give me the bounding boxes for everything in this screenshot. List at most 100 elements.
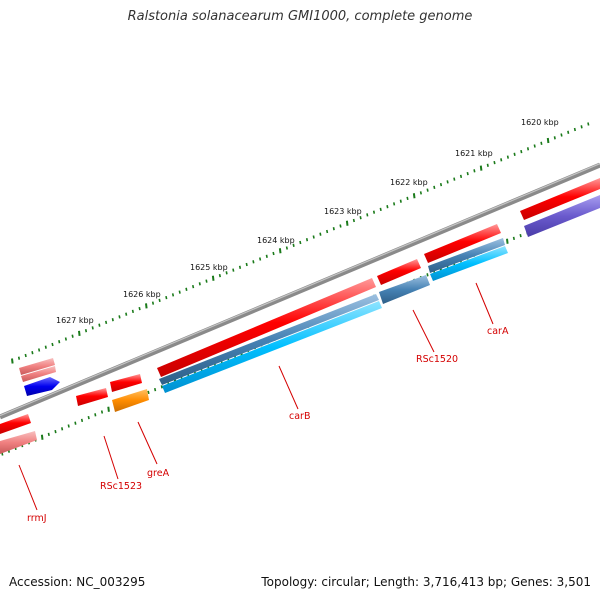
cds-feature: [19, 358, 55, 375]
minor-tick: [352, 218, 355, 223]
minor-tick: [154, 387, 157, 392]
minor-tick: [91, 326, 94, 330]
minor-tick: [232, 268, 235, 272]
gene-label-carA: carA: [487, 326, 509, 337]
minor-tick: [520, 149, 523, 154]
minor-tick: [131, 309, 134, 314]
minor-tick: [426, 188, 429, 192]
leader-line: [475, 282, 494, 325]
minor-tick: [38, 348, 41, 352]
minor-tick: [386, 205, 389, 209]
minor-tick: [513, 152, 516, 156]
cds-feature: [159, 294, 379, 385]
gene-features: [0, 178, 600, 454]
minor-tick: [533, 144, 536, 148]
minor-tick: [192, 284, 195, 289]
minor-tick: [252, 260, 255, 264]
gene-label-carB: carB: [289, 411, 310, 422]
minor-tick: [98, 323, 101, 327]
minor-tick: [519, 233, 522, 238]
minor-tick: [100, 410, 104, 414]
gene-feature: [110, 374, 142, 392]
leader-line: [18, 464, 38, 511]
minor-tick: [31, 351, 34, 355]
gene-feature: [520, 178, 600, 220]
minor-tick: [178, 290, 181, 294]
minor-tick: [111, 318, 114, 322]
minor-tick: [473, 169, 476, 173]
scale-label-1625: 1625 kbp: [190, 263, 228, 272]
minor-tick: [87, 415, 90, 420]
gene-label-rrmJ: rrmJ: [27, 513, 47, 524]
topology-summary: Topology: circular; Length: 3,716,413 bp…: [261, 575, 591, 589]
minor-tick: [64, 337, 67, 341]
scale-label-1620: 1620 kbp: [521, 118, 559, 127]
minor-tick: [299, 240, 302, 245]
minor-tick: [393, 202, 396, 206]
genome-backbone: [0, 162, 600, 420]
minor-tick: [419, 191, 422, 195]
minor-tick: [553, 136, 556, 140]
major-tick: [506, 238, 509, 244]
cds-feature: [430, 246, 508, 281]
major-tick: [479, 165, 483, 171]
minor-tick: [512, 236, 515, 241]
minor-tick: [245, 262, 248, 267]
minor-tick: [71, 334, 74, 338]
major-tick: [40, 434, 44, 440]
gene-feature: [424, 224, 501, 263]
minor-tick: [506, 155, 509, 159]
minor-tick: [74, 421, 77, 425]
leader-line: [137, 421, 158, 465]
minor-tick: [459, 174, 463, 179]
minor-tick: [560, 133, 563, 137]
label-leaders: [18, 282, 494, 511]
scale-label-1622: 1622 kbp: [390, 178, 428, 187]
major-tick: [145, 303, 148, 309]
minor-tick: [185, 287, 188, 291]
minor-tick: [158, 298, 161, 303]
scale-label-1627: 1627 kbp: [56, 316, 94, 325]
minor-tick: [587, 122, 590, 126]
minor-tick: [265, 254, 268, 258]
minor-tick: [225, 271, 228, 275]
minor-tick: [453, 177, 456, 181]
minor-tick: [372, 210, 376, 214]
minor-tick: [80, 418, 84, 423]
minor-tick: [573, 127, 576, 132]
minor-tick: [58, 340, 61, 344]
gene-label-RSc1523: RSc1523: [100, 481, 142, 492]
leader-line: [103, 435, 119, 480]
gene-feature: [76, 388, 108, 406]
cds-feature: [24, 377, 60, 396]
major-tick: [107, 406, 110, 412]
minor-tick: [399, 199, 402, 203]
minor-tick: [319, 232, 322, 236]
major-tick: [278, 248, 282, 254]
minor-tick: [379, 207, 382, 212]
minor-tick: [259, 257, 262, 261]
scale-label-1626: 1626 kbp: [123, 290, 161, 299]
major-tick: [546, 137, 550, 144]
minor-tick: [218, 273, 221, 278]
cds-feature: [379, 275, 430, 304]
minor-tick: [54, 429, 57, 434]
minor-tick: [67, 424, 70, 428]
cds-feature: [0, 431, 37, 454]
minor-tick: [151, 301, 155, 305]
gene-feature: [377, 259, 421, 285]
minor-tick: [526, 147, 530, 151]
gene-feature: [157, 278, 376, 377]
minor-tick: [285, 246, 288, 250]
minor-tick: [51, 342, 54, 347]
cds-feature: [524, 195, 600, 237]
minor-tick: [446, 180, 449, 184]
map-title: Ralstonia solanacearum GMI1000, complete…: [127, 9, 473, 24]
minor-tick: [305, 238, 309, 242]
minor-tick: [205, 279, 208, 283]
major-tick: [412, 193, 416, 199]
minor-tick: [138, 306, 141, 311]
cds-feature: [162, 301, 382, 393]
cds-feature: [112, 389, 149, 412]
